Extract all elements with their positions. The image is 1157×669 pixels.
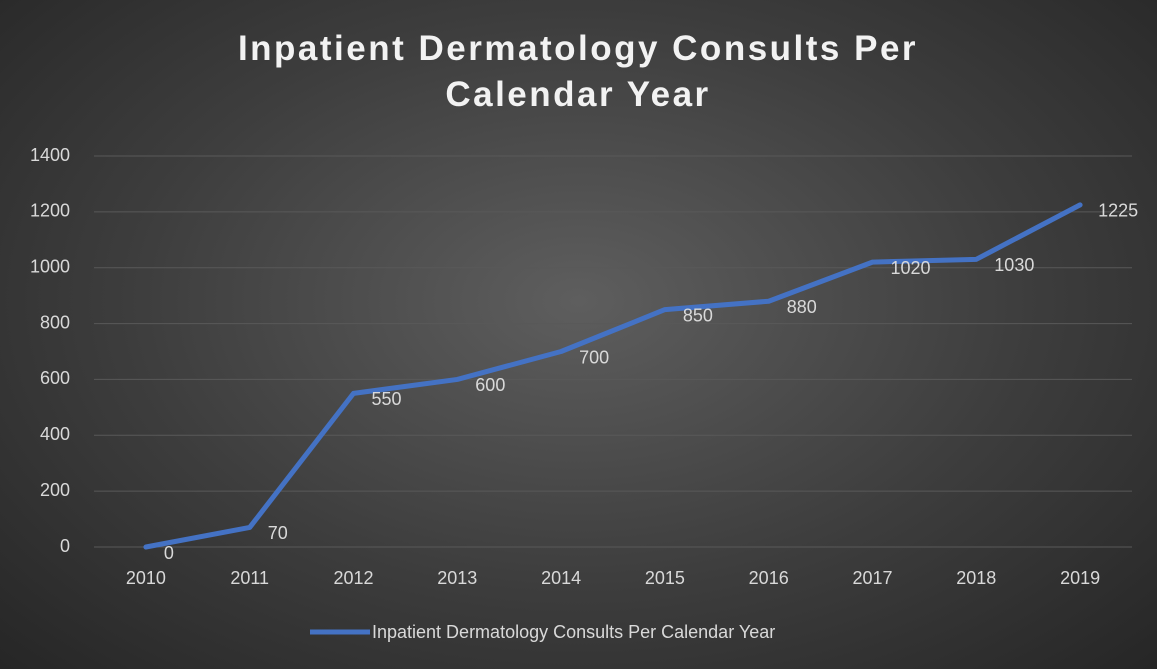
data-label: 700 (579, 347, 609, 367)
data-label: 600 (475, 375, 505, 395)
x-tick-label: 2017 (852, 568, 892, 588)
data-label: 1020 (891, 258, 931, 278)
data-label: 850 (683, 305, 713, 325)
data-label: 550 (372, 389, 402, 409)
chart-title: Inpatient Dermatology Consults Per Calen… (237, 29, 919, 114)
x-tick-label: 2013 (437, 568, 477, 588)
x-tick-label: 2011 (230, 568, 269, 588)
y-tick-label: 1400 (30, 145, 70, 165)
data-label: 1030 (994, 255, 1034, 275)
series-line (143, 202, 1083, 550)
data-label: 0 (164, 543, 174, 563)
y-tick-label: 1000 (30, 256, 70, 276)
x-tick-label: 2018 (956, 568, 996, 588)
legend-label: Inpatient Dermatology Consults Per Calen… (372, 622, 775, 642)
y-tick-label: 400 (40, 424, 70, 444)
x-tick-label: 2014 (541, 568, 581, 588)
x-tick-label: 2010 (126, 568, 166, 588)
data-label: 70 (268, 523, 288, 543)
data-label: 1225 (1098, 201, 1138, 221)
x-tick-label: 2019 (1060, 568, 1100, 588)
y-tick-label: 1200 (30, 201, 70, 221)
y-tick-label: 600 (40, 368, 70, 388)
y-tick-label: 0 (60, 536, 70, 556)
x-tick-label: 2016 (749, 568, 789, 588)
y-tick-label: 800 (40, 312, 70, 332)
y-tick-label: 200 (40, 480, 70, 500)
data-label: 880 (787, 297, 817, 317)
x-tick-label: 2012 (333, 568, 373, 588)
x-tick-label: 2015 (645, 568, 685, 588)
